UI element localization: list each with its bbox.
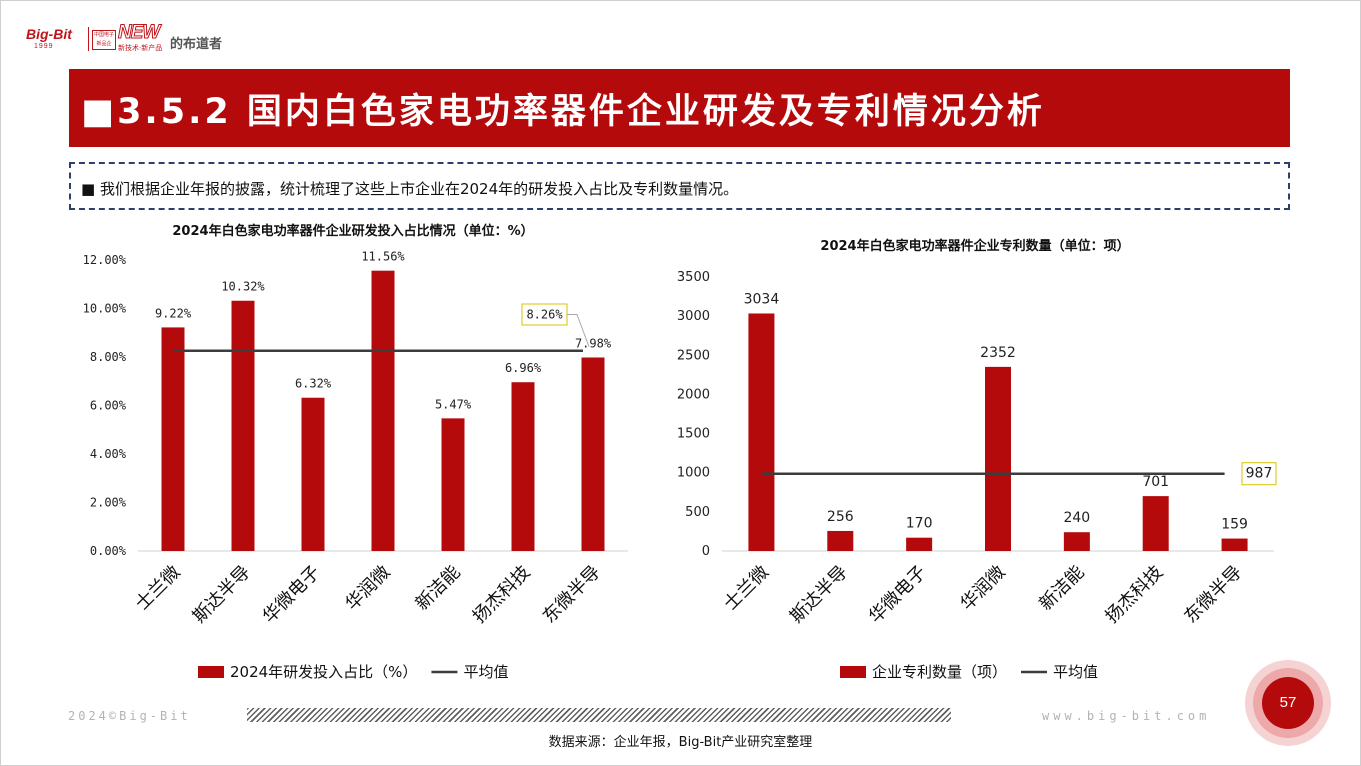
footer-hatch-bar	[247, 708, 951, 722]
title-banner: ■3.5.2 国内白色家电功率器件企业研发及专利情况分析	[69, 69, 1290, 147]
data-label: 11.56%	[361, 250, 405, 264]
data-label: 9.22%	[155, 306, 192, 320]
x-tick-label: 华润微	[342, 562, 395, 615]
y-tick-label: 500	[685, 505, 710, 520]
legend-label: 平均值	[463, 663, 508, 681]
bar	[906, 537, 933, 551]
data-label: 6.96%	[505, 361, 542, 375]
y-tick-label: 2500	[677, 348, 710, 363]
logo-new: NEW	[117, 22, 160, 44]
brand-logo: Big-Bit 1999 中国电子 新品企 NEW 新技术·新产品 的布道者	[26, 22, 236, 54]
y-tick-label: 2.00%	[90, 496, 127, 510]
legend-label: 平均值	[1053, 663, 1098, 681]
legend-label: 2024年研发投入占比（%）	[230, 663, 417, 681]
data-label: 7.98%	[575, 336, 612, 350]
x-tick-label: 扬杰科技	[469, 562, 535, 628]
page-number-badge: 57	[1245, 660, 1331, 746]
bar	[1221, 538, 1248, 551]
y-tick-label: 12.00%	[83, 253, 127, 267]
y-tick-label: 0.00%	[90, 544, 127, 558]
x-tick-label: 东微半导	[1180, 562, 1246, 628]
y-tick-label: 1000	[677, 466, 710, 481]
data-label: 159	[1221, 517, 1248, 533]
page-number: 57	[1262, 677, 1314, 729]
data-source: 数据来源：企业年报，Big-Bit产业研究室整理	[548, 735, 813, 750]
x-tick-label: 华微电子	[865, 562, 931, 628]
summary-note: ■ 我们根据企业年报的披露，统计梳理了这些上市企业在2024年的研发投入占比及专…	[69, 162, 1290, 210]
data-label: 701	[1142, 474, 1169, 490]
data-label: 2352	[980, 345, 1016, 361]
summary-text: ■ 我们根据企业年报的披露，统计梳理了这些上市企业在2024年的研发投入占比及专…	[81, 180, 739, 198]
bar	[1063, 532, 1090, 551]
y-tick-label: 1500	[677, 427, 710, 442]
y-tick-label: 0	[702, 544, 710, 559]
chart-title: 2024年白色家电功率器件企业研发投入占比情况（单位：%）	[172, 223, 533, 239]
x-tick-label: 扬杰科技	[1101, 562, 1167, 628]
x-tick-label: 新洁能	[1035, 562, 1088, 615]
bar	[1142, 496, 1169, 551]
bar	[748, 313, 775, 551]
x-tick-label: 士兰微	[720, 562, 773, 615]
rd-ratio-chart: 2024年白色家电功率器件企业研发投入占比情况（单位：%） 0.00% 2.00%…	[83, 223, 628, 681]
legend-swatch-bar	[198, 666, 224, 678]
data-label: 256	[827, 509, 854, 525]
footer-copyright: 2024©Big-Bit	[68, 709, 191, 723]
y-tick-label: 3500	[677, 270, 710, 285]
x-tick-label: 斯达半导	[189, 562, 255, 628]
x-tick-label: 华微电子	[259, 562, 325, 628]
y-tick-label: 6.00%	[90, 399, 127, 413]
logo-divider	[88, 27, 89, 51]
page-title: ■3.5.2 国内白色家电功率器件企业研发及专利情况分析	[81, 92, 1045, 132]
x-tick-label: 新洁能	[412, 562, 465, 615]
data-label: 240	[1063, 510, 1090, 526]
bar	[161, 327, 185, 551]
y-tick-label: 4.00%	[90, 447, 127, 461]
legend-swatch-bar	[840, 666, 866, 678]
y-tick-label: 8.00%	[90, 350, 127, 364]
bar	[231, 300, 255, 551]
y-tick-label: 10.00%	[83, 302, 127, 316]
x-tick-label: 士兰微	[132, 562, 185, 615]
logo-slogan: 新技术·新产品	[118, 44, 163, 52]
chart-title: 2024年白色家电功率器件企业专利数量（单位：项）	[820, 238, 1129, 254]
y-tick-label: 3000	[677, 309, 710, 324]
bar	[371, 270, 395, 551]
callout-leader	[567, 314, 590, 347]
x-tick-label: 斯达半导	[786, 562, 852, 628]
bar	[301, 397, 325, 551]
bar	[441, 418, 465, 551]
bar	[827, 530, 854, 551]
y-tick-label: 2000	[677, 387, 710, 402]
x-tick-label: 华润微	[957, 562, 1010, 615]
patent-count-chart: 2024年白色家电功率器件企业专利数量（单位：项） 0 500 1000 1500 20…	[677, 238, 1277, 681]
logo-year: 1999	[34, 43, 54, 50]
legend-label: 企业专利数量（项）	[872, 663, 1007, 681]
x-tick-label: 东微半导	[539, 562, 605, 628]
logo-brand: Big-Bit	[26, 26, 72, 42]
average-value-label: 987	[1246, 466, 1273, 482]
average-callout	[1241, 462, 1277, 486]
average-value-label: 8.26%	[526, 308, 563, 322]
data-label: 10.32%	[221, 280, 265, 294]
data-label: 170	[906, 516, 933, 532]
footer-website: www.big-bit.com	[1042, 709, 1211, 723]
logo-name: 的布道者	[170, 37, 223, 52]
bar	[511, 382, 535, 551]
data-label: 3034	[744, 291, 780, 307]
bar	[581, 357, 605, 551]
logo-badge: 中国电子 新品企	[92, 30, 116, 50]
data-label: 6.32%	[295, 377, 332, 391]
bar	[985, 366, 1011, 551]
data-label: 5.47%	[435, 397, 472, 411]
